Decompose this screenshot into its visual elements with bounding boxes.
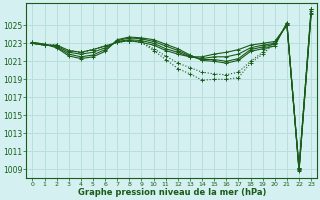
X-axis label: Graphe pression niveau de la mer (hPa): Graphe pression niveau de la mer (hPa) — [77, 188, 266, 197]
